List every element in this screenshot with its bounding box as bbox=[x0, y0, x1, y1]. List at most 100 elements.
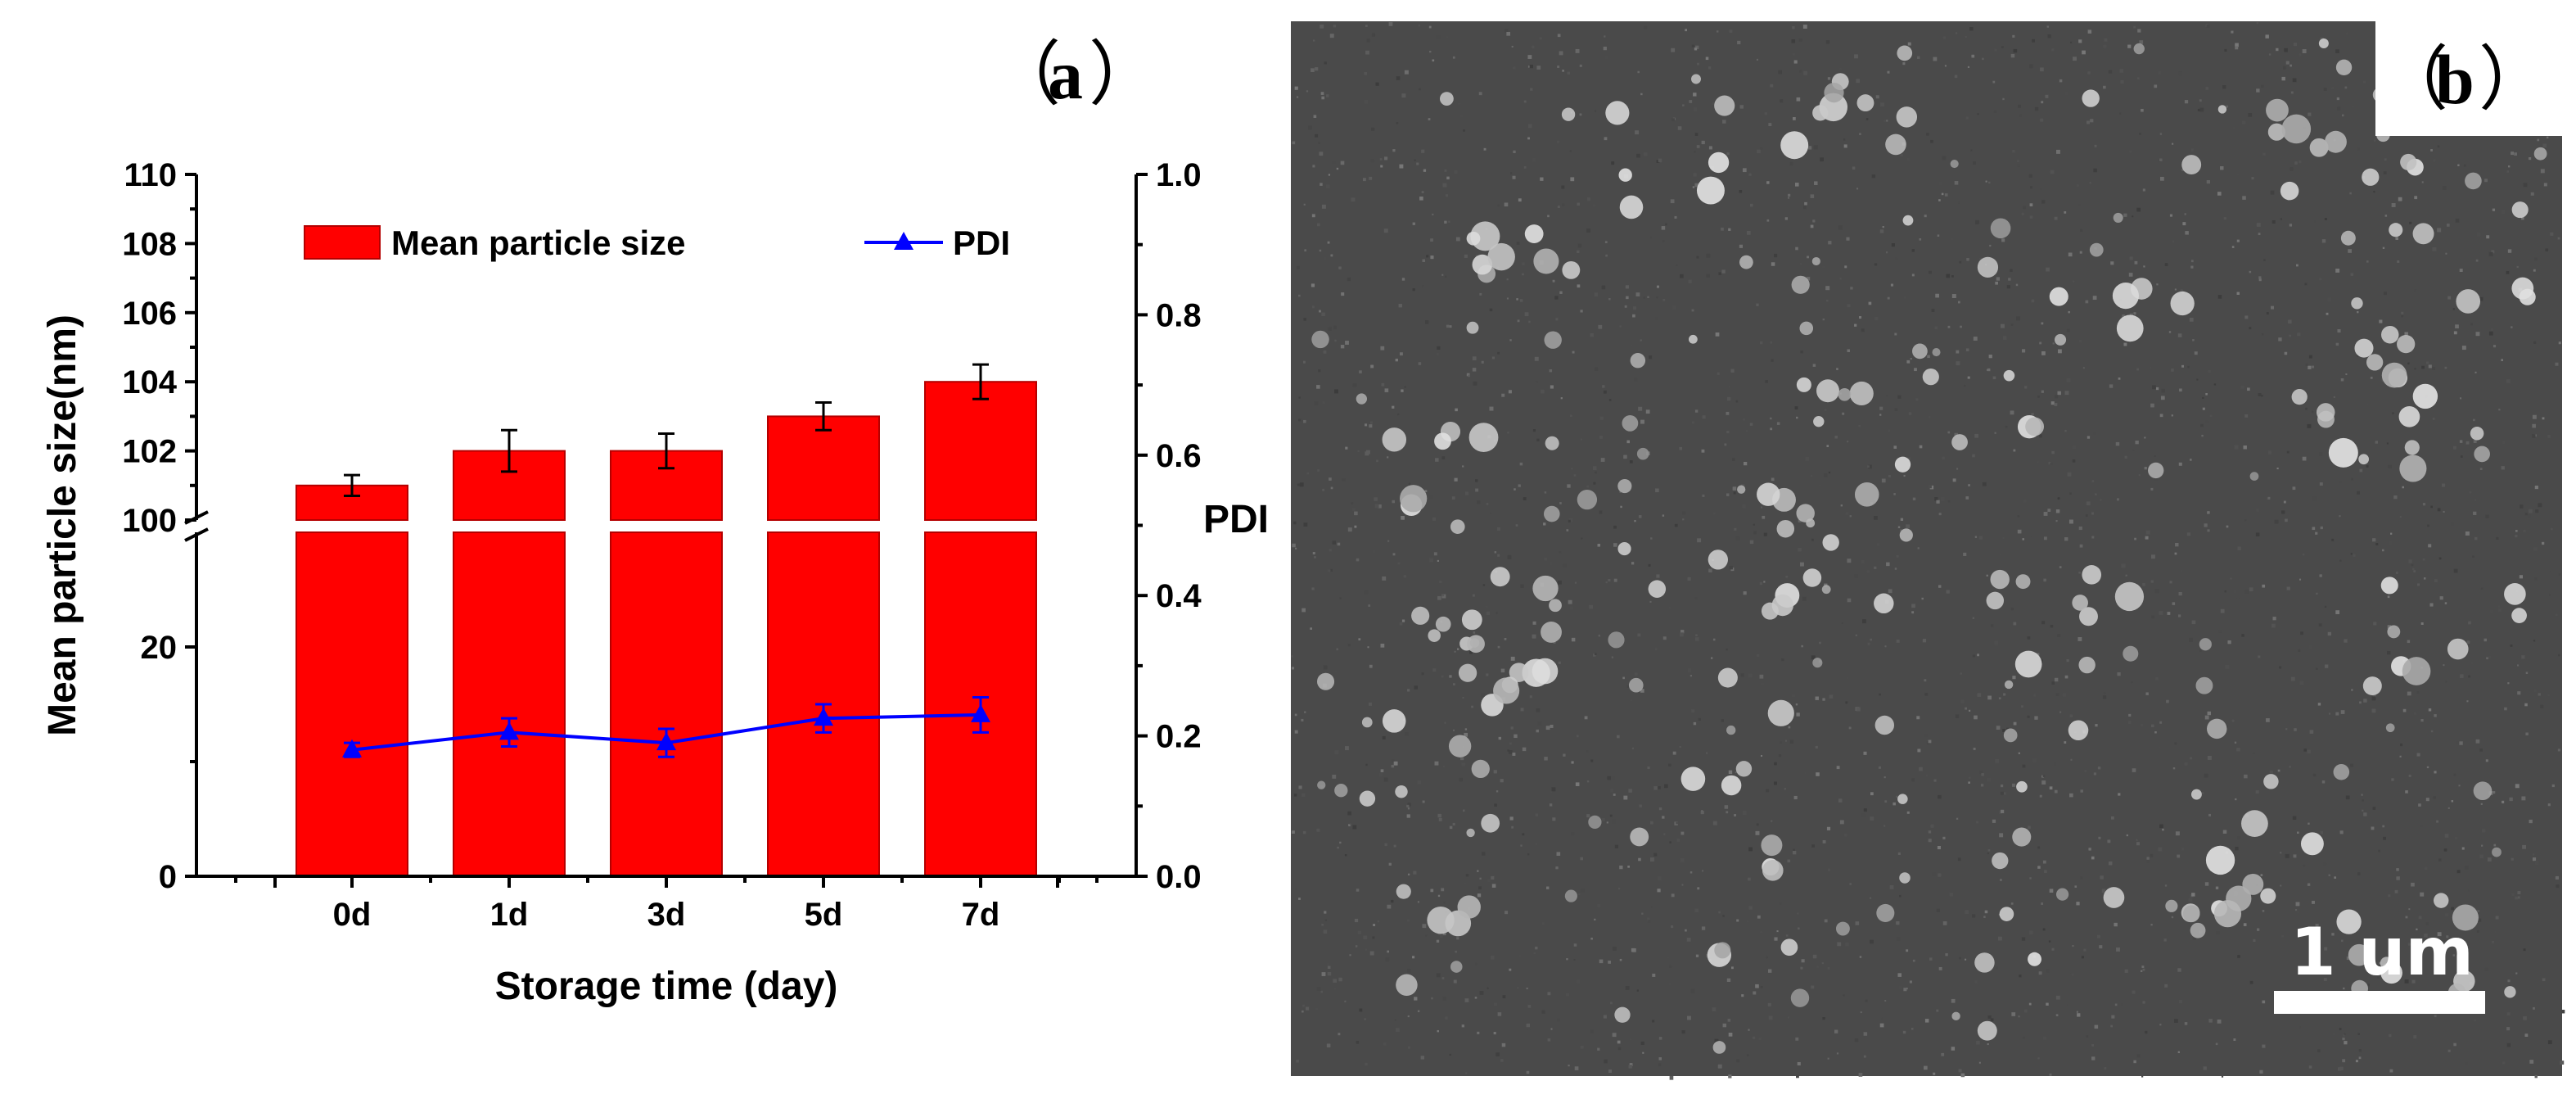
sem-noise-speck bbox=[2230, 577, 2232, 580]
sem-noise-speck bbox=[2532, 434, 2536, 438]
sem-noise-speck bbox=[2064, 211, 2067, 214]
sem-noise-speck bbox=[1976, 1040, 1980, 1045]
sem-noise-speck bbox=[2366, 403, 2369, 406]
sem-noise-speck bbox=[1552, 279, 1555, 283]
sem-noise-speck bbox=[2094, 1024, 2099, 1029]
sem-noise-speck bbox=[1757, 149, 1761, 154]
sem-noise-speck bbox=[2041, 101, 2044, 104]
sem-noise-speck bbox=[2484, 967, 2488, 971]
sem-particle bbox=[1317, 672, 1335, 690]
sem-particle bbox=[1757, 482, 1780, 506]
sem-noise-speck bbox=[1938, 513, 1942, 516]
sem-noise-speck bbox=[1508, 390, 1512, 394]
sem-noise-speck bbox=[1911, 249, 1915, 252]
sem-noise-speck bbox=[2446, 935, 2449, 938]
sem-noise-speck bbox=[1915, 398, 1919, 401]
sem-noise-speck bbox=[1571, 637, 1576, 642]
sem-noise-speck bbox=[1637, 633, 1641, 637]
sem-noise-speck bbox=[1570, 414, 1572, 417]
sem-noise-speck bbox=[2231, 30, 2234, 34]
sem-noise-speck bbox=[1728, 386, 1730, 388]
sem-noise-speck bbox=[1320, 92, 1324, 95]
sem-noise-speck bbox=[2039, 581, 2043, 585]
sem-noise-speck bbox=[2059, 711, 2062, 713]
sem-noise-speck bbox=[1827, 966, 1830, 970]
sem-noise-speck bbox=[1478, 886, 1482, 890]
sem-noise-speck bbox=[2542, 417, 2545, 420]
sem-noise-speck bbox=[1731, 458, 1735, 461]
sem-noise-texture bbox=[1291, 21, 2565, 1080]
sem-noise-speck bbox=[1784, 217, 1789, 220]
sem-noise-speck bbox=[2136, 368, 2140, 371]
sem-noise-speck bbox=[1458, 102, 1460, 105]
sem-noise-speck bbox=[2402, 486, 2404, 489]
sem-noise-speck bbox=[2319, 574, 2322, 577]
sem-noise-speck bbox=[2000, 791, 2004, 795]
sem-noise-speck bbox=[2430, 505, 2433, 509]
sem-noise-speck bbox=[1452, 822, 1455, 825]
sem-noise-speck bbox=[1357, 930, 1362, 934]
sem-noise-speck bbox=[1338, 977, 1342, 982]
sem-noise-speck bbox=[2180, 569, 2183, 573]
sem-noise-speck bbox=[1584, 716, 1588, 720]
bar-upper-5d bbox=[767, 415, 880, 521]
sem-noise-speck bbox=[2506, 379, 2511, 383]
sem-noise-speck bbox=[2475, 259, 2479, 262]
sem-noise-speck bbox=[1879, 414, 1882, 416]
sem-noise-speck bbox=[1356, 558, 1360, 562]
sem-noise-speck bbox=[1517, 319, 1520, 323]
sem-noise-speck bbox=[2472, 555, 2474, 559]
sem-noise-speck bbox=[1623, 795, 1628, 800]
sem-noise-speck bbox=[1630, 344, 1633, 347]
sem-noise-speck bbox=[1921, 597, 1924, 600]
sem-noise-speck bbox=[2532, 853, 2535, 856]
sem-noise-speck bbox=[1946, 274, 1951, 278]
sem-noise-speck bbox=[2236, 239, 2240, 242]
sem-noise-speck bbox=[2397, 260, 2400, 263]
sem-noise-speck bbox=[2386, 442, 2389, 445]
sem-particle bbox=[2280, 181, 2299, 201]
sem-noise-speck bbox=[2498, 409, 2501, 411]
sem-noise-speck bbox=[1489, 406, 1494, 411]
sem-noise-speck bbox=[1662, 816, 1665, 819]
sem-noise-speck bbox=[2285, 61, 2290, 65]
sem-noise-speck bbox=[2334, 876, 2336, 879]
sem-noise-speck bbox=[2046, 1002, 2049, 1006]
sem-noise-speck bbox=[2371, 708, 2376, 713]
sem-noise-speck bbox=[1330, 486, 1333, 490]
sem-noise-speck bbox=[2325, 664, 2329, 668]
sem-noise-speck bbox=[1896, 554, 1899, 558]
sem-noise-speck bbox=[1340, 345, 1345, 349]
sem-noise-speck bbox=[1580, 1045, 1584, 1049]
sem-noise-speck bbox=[1846, 676, 1849, 680]
sem-noise-speck bbox=[1956, 361, 1960, 366]
sem-noise-speck bbox=[1379, 158, 1383, 161]
sem-noise-speck bbox=[2161, 388, 2165, 393]
sem-noise-speck bbox=[1401, 606, 1405, 609]
sem-particle bbox=[2082, 89, 2100, 107]
sem-noise-speck bbox=[1392, 500, 1396, 504]
sem-particle bbox=[1471, 759, 1490, 779]
sem-noise-speck bbox=[1567, 71, 1571, 75]
sem-noise-speck bbox=[2346, 32, 2348, 35]
sem-noise-speck bbox=[1888, 429, 1891, 432]
sem-noise-speck bbox=[1530, 88, 1533, 91]
sem-noise-speck bbox=[1423, 169, 1427, 172]
sem-noise-speck bbox=[1863, 808, 1867, 812]
sem-noise-speck bbox=[2479, 468, 2483, 471]
sem-noise-speck bbox=[1816, 772, 1820, 776]
sem-noise-speck bbox=[1574, 581, 1577, 584]
sem-noise-speck bbox=[2508, 165, 2511, 168]
sem-particle bbox=[2351, 297, 2363, 310]
sem-noise-speck bbox=[1691, 309, 1694, 312]
sem-noise-speck bbox=[1679, 632, 1684, 637]
sem-noise-speck bbox=[2064, 91, 2069, 96]
sem-noise-speck bbox=[1954, 75, 1958, 79]
y-tick-label-20: 20 bbox=[141, 630, 178, 666]
sem-noise-speck bbox=[2396, 944, 2399, 947]
sem-noise-speck bbox=[1658, 158, 1662, 163]
sem-noise-speck bbox=[1486, 606, 1488, 608]
sem-noise-speck bbox=[2132, 990, 2136, 994]
sem-noise-speck bbox=[1776, 422, 1780, 425]
sem-noise-speck bbox=[1911, 611, 1915, 614]
